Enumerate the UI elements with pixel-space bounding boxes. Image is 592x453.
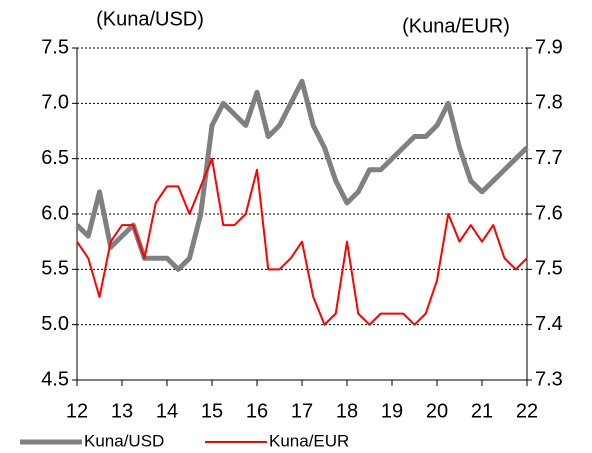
x-tick-label: 21 xyxy=(471,400,493,422)
x-tick-label: 22 xyxy=(516,400,538,422)
data-line xyxy=(75,78,529,272)
y-axis-label: (Kuna/USD) xyxy=(96,8,204,30)
y2-tick-label: 7.3 xyxy=(535,368,563,390)
y2-tick-label: 7.7 xyxy=(535,147,563,169)
legend-label: Kuna/USD xyxy=(84,431,164,450)
x-tick-label: 12 xyxy=(66,400,88,422)
x-tick-label: 14 xyxy=(156,400,178,422)
x-tick-label: 19 xyxy=(381,400,403,422)
y2-tick-label: 7.9 xyxy=(535,36,563,58)
y2-tick-label: 7.4 xyxy=(535,313,563,335)
x-tick-label: 15 xyxy=(201,400,223,422)
y2-axis-label: (Kuna/EUR) xyxy=(402,15,510,37)
y-tick-label: 5.5 xyxy=(41,258,69,280)
y-tick-label: 6.5 xyxy=(41,147,69,169)
y-tick-label: 4.5 xyxy=(41,368,69,390)
y-tick-label: 5.0 xyxy=(41,313,69,335)
y-tick-label: 7.5 xyxy=(41,36,69,58)
x-tick-label: 16 xyxy=(246,400,268,422)
data-line xyxy=(76,157,528,326)
y-tick-label: 7.0 xyxy=(41,92,69,114)
y2-tick-label: 7.8 xyxy=(535,92,563,114)
x-tick-label: 17 xyxy=(291,400,313,422)
x-tick-label: 20 xyxy=(426,400,448,422)
y2-tick-label: 7.5 xyxy=(535,258,563,280)
y2-tick-label: 7.6 xyxy=(535,202,563,224)
x-tick-label: 13 xyxy=(111,400,133,422)
legend-label: Kuna/EUR xyxy=(269,431,349,450)
y-tick-label: 6.0 xyxy=(41,202,69,224)
x-tick-label: 18 xyxy=(336,400,358,422)
